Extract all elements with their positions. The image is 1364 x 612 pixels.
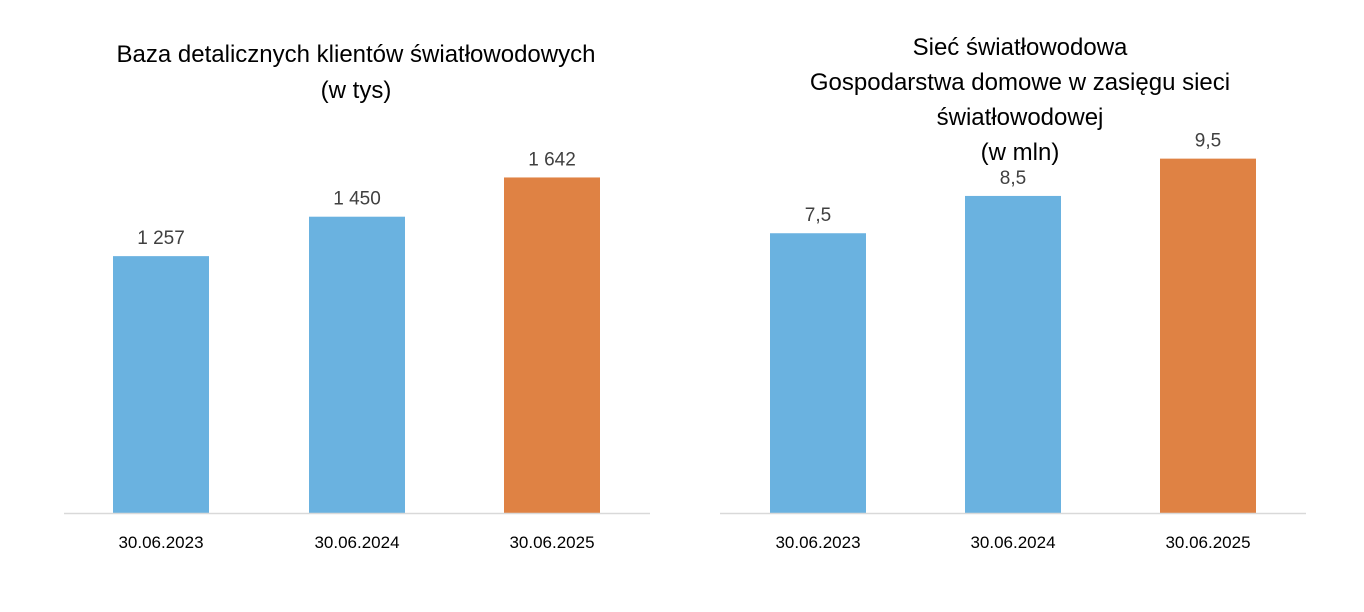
data-label: 9,5	[1195, 131, 1221, 152]
bar	[965, 195, 1061, 513]
fiber-network-chart: Sieć światłowodowa Gospodarstwa domowe w …	[720, 34, 1306, 552]
fiber-customers-chart: Baza detalicznych klientów światłowodowy…	[64, 41, 650, 552]
data-label: 7,5	[805, 205, 831, 226]
category-tick-label: 30.06.2023	[118, 533, 203, 552]
data-label: 8,5	[1000, 168, 1026, 189]
category-tick-label: 30.06.2024	[314, 533, 399, 552]
category-tick-label: 30.06.2025	[509, 533, 594, 552]
chart-title-line: (w mln)	[981, 139, 1060, 166]
chart-title-line: Baza detalicznych klientów światłowodowy…	[117, 41, 596, 68]
chart-title-line: Gospodarstwa domowe w zasięgu sieci	[810, 69, 1230, 96]
data-label: 1 450	[333, 189, 381, 210]
bar	[113, 256, 209, 513]
bar	[1160, 158, 1256, 513]
bar	[309, 216, 405, 513]
data-label: 1 257	[137, 228, 185, 249]
chart-title-line: Sieć światłowodowa	[913, 34, 1128, 61]
category-tick-label: 30.06.2024	[970, 533, 1055, 552]
data-label: 1 642	[528, 149, 576, 170]
chart-title-line: (w tys)	[321, 77, 392, 104]
chart-title-line: światłowodowej	[937, 104, 1104, 131]
bar	[504, 177, 600, 513]
category-tick-label: 30.06.2023	[775, 533, 860, 552]
category-tick-label: 30.06.2025	[1165, 533, 1250, 552]
bar	[770, 233, 866, 513]
